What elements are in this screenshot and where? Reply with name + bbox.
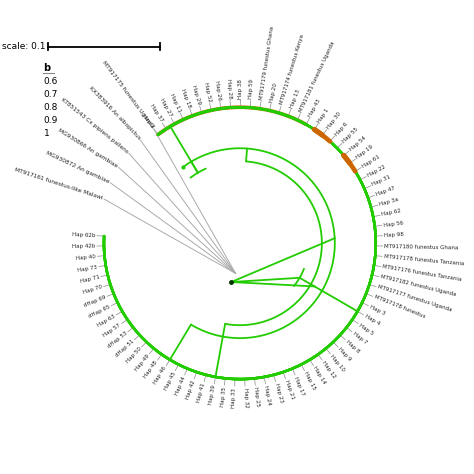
Text: MT917180 funestus Ghana: MT917180 funestus Ghana — [384, 244, 459, 250]
Text: Hap 40: Hap 40 — [76, 254, 96, 261]
Text: Hap 19: Hap 19 — [355, 145, 374, 160]
Text: Hap 52: Hap 52 — [203, 82, 212, 102]
Text: MT917181 funestus Uganda: MT917181 funestus Uganda — [299, 41, 336, 113]
Text: Hap 3a: Hap 3a — [379, 197, 399, 207]
Text: 0.6: 0.6 — [44, 77, 58, 86]
Text: Hap 7: Hap 7 — [352, 331, 368, 345]
Text: Hap 46: Hap 46 — [153, 366, 167, 385]
Text: Hap 55: Hap 55 — [342, 127, 359, 144]
Text: Hap 6: Hap 6 — [334, 121, 348, 137]
Text: MG930866 An gambiae: MG930866 An gambiae — [57, 128, 118, 169]
Text: MT917174 funestus Kenya: MT917174 funestus Kenya — [279, 34, 305, 105]
Text: Hap 56: Hap 56 — [383, 220, 403, 228]
Text: Hap 23: Hap 23 — [273, 383, 283, 403]
Text: Hap 24: Hap 24 — [264, 385, 272, 405]
Text: Hap 62: Hap 62 — [381, 209, 401, 218]
Text: Hap 26: Hap 26 — [214, 80, 222, 100]
Text: Hap 45: Hap 45 — [164, 371, 177, 391]
Text: Hap 14: Hap 14 — [312, 366, 327, 385]
Text: 1: 1 — [44, 128, 49, 137]
Text: Hap 39: Hap 39 — [208, 385, 217, 405]
Text: Hap 9: Hap 9 — [337, 346, 352, 362]
Text: Hap 35: Hap 35 — [219, 387, 227, 407]
Text: Hap 71: Hap 71 — [79, 274, 100, 284]
Text: Hap 25: Hap 25 — [253, 387, 260, 407]
Text: Hap 21: Hap 21 — [283, 379, 295, 400]
Text: Hap 59: Hap 59 — [248, 79, 255, 99]
Text: Hap 37: Hap 37 — [148, 104, 164, 123]
Text: MG930872 An gambiae: MG930872 An gambiae — [45, 150, 110, 184]
Text: Hap 4: Hap 4 — [364, 313, 381, 326]
Text: Hap 17: Hap 17 — [293, 375, 306, 396]
Text: dHap 53: dHap 53 — [107, 331, 128, 349]
Text: Hap 63: Hap 63 — [96, 313, 116, 328]
Text: MT917177 funestus Uganda: MT917177 funestus Uganda — [377, 285, 452, 313]
Text: dHap 69: dHap 69 — [83, 294, 107, 308]
Text: Hap 32: Hap 32 — [243, 388, 248, 408]
Text: Hap 12: Hap 12 — [321, 360, 337, 379]
Text: 0.9: 0.9 — [44, 116, 58, 125]
Text: KX383916 An albopictus: KX383916 An albopictus — [88, 86, 141, 141]
Text: Hap 57: Hap 57 — [102, 322, 122, 337]
Text: Hap 18: Hap 18 — [180, 88, 191, 109]
Text: dHap 65: dHap 65 — [88, 304, 111, 319]
Text: Hap 62b: Hap 62b — [72, 232, 96, 238]
Text: Hap 27: Hap 27 — [159, 98, 173, 118]
Text: Hap 33: Hap 33 — [231, 388, 237, 408]
Text: Hap 13: Hap 13 — [289, 89, 301, 109]
Text: Hap 10: Hap 10 — [329, 354, 346, 372]
Text: Hap 41: Hap 41 — [196, 383, 206, 403]
Text: Hap 42: Hap 42 — [185, 379, 196, 400]
Text: Hap 38: Hap 38 — [238, 79, 243, 99]
Text: Hap 8: Hap 8 — [345, 339, 360, 354]
Text: Hap 2: Hap 2 — [141, 113, 155, 129]
Text: MT917178 funestus Tanzania: MT917178 funestus Tanzania — [383, 254, 464, 266]
Text: MT917175 funestus Uganda: MT917175 funestus Uganda — [101, 60, 155, 129]
Text: Hap 5: Hap 5 — [358, 322, 374, 336]
Text: Hap 50: Hap 50 — [125, 346, 142, 365]
Text: Hap 31: Hap 31 — [371, 175, 392, 187]
Text: Hap 30: Hap 30 — [326, 111, 342, 130]
Text: dHap 51: dHap 51 — [114, 339, 135, 358]
Text: Hap 29: Hap 29 — [191, 85, 201, 105]
Text: Hap 44: Hap 44 — [174, 375, 186, 396]
Text: Hap 43: Hap 43 — [308, 98, 322, 118]
Text: Hap 11: Hap 11 — [169, 92, 182, 113]
Text: Hap 15: Hap 15 — [303, 371, 317, 391]
Text: Hap 48: Hap 48 — [143, 360, 159, 379]
Text: Hap 47: Hap 47 — [375, 186, 396, 197]
Text: scale: 0.1: scale: 0.1 — [2, 42, 46, 51]
Text: KT851543 Cx pipiens pallens: KT851543 Cx pipiens pallens — [60, 97, 129, 154]
Text: Hap 20: Hap 20 — [269, 82, 278, 103]
Text: MT917161 funestus-like Malawi: MT917161 funestus-like Malawi — [14, 167, 103, 201]
Text: Hap 70: Hap 70 — [82, 285, 103, 295]
Text: Hap 42b: Hap 42b — [72, 244, 95, 249]
Text: MT917176 funestus Tanzania: MT917176 funestus Tanzania — [382, 264, 462, 283]
Text: 0.7: 0.7 — [44, 90, 58, 99]
Text: 0.8: 0.8 — [44, 103, 58, 112]
Text: Hap 28: Hap 28 — [226, 79, 232, 99]
Text: b: b — [44, 64, 51, 73]
Text: Hap 61: Hap 61 — [361, 154, 381, 169]
Text: Hap 54: Hap 54 — [349, 135, 367, 152]
Text: MT917178 funestus: MT917178 funestus — [373, 294, 426, 319]
Text: Hap 3: Hap 3 — [369, 304, 386, 316]
Text: MT917179 funestus Ghana: MT917179 funestus Ghana — [259, 26, 274, 100]
Text: Hap 73: Hap 73 — [77, 264, 98, 273]
Text: MT917182 funestus Uganda: MT917182 funestus Uganda — [380, 274, 456, 298]
Text: Hap 1: Hap 1 — [317, 107, 330, 124]
Text: Hap 98: Hap 98 — [384, 232, 404, 238]
Text: Hap 22: Hap 22 — [366, 164, 386, 178]
Text: Hap 49: Hap 49 — [134, 354, 150, 372]
